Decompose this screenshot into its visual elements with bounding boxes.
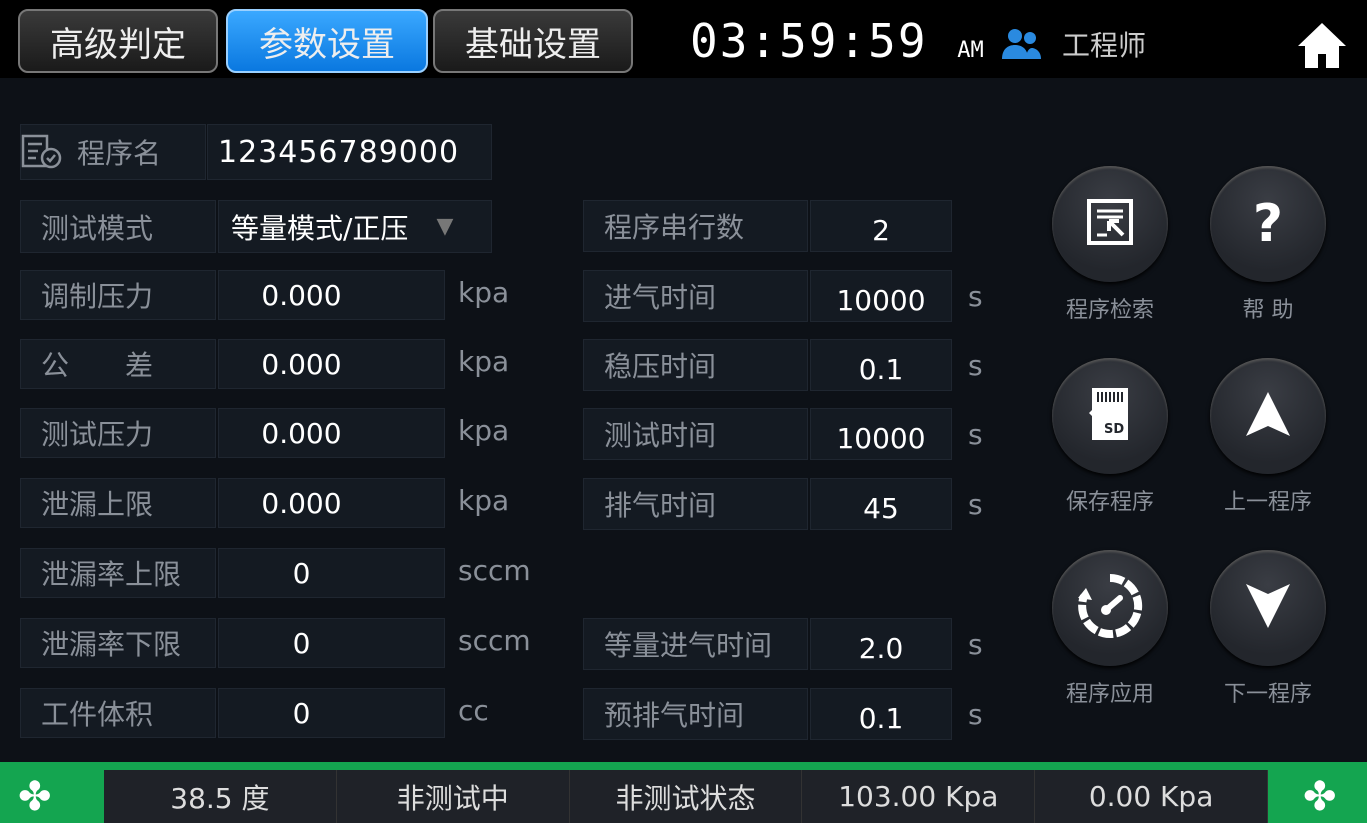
- field-label: 排气时间: [583, 478, 808, 530]
- field-input[interactable]: 0: [218, 548, 445, 598]
- field-unit: kpa: [458, 345, 510, 378]
- field-input[interactable]: 2: [810, 200, 952, 252]
- user-info: 工程师: [1002, 24, 1146, 64]
- button-label: 程序检索: [1065, 298, 1154, 323]
- arrow-up-icon: [1244, 390, 1292, 442]
- program-name-label: 程序名: [20, 124, 206, 180]
- program-label: 程序名: [77, 137, 162, 170]
- button-label: 程序应用: [1065, 682, 1154, 707]
- status-bar: ✤ 38.5 度非测试中 非测试状态 103.00 Kpa 0.00 Kpa ✤: [0, 762, 1367, 823]
- status-item: 0.00 Kpa: [1035, 770, 1268, 823]
- field-input[interactable]: 0.1: [810, 688, 952, 740]
- field-input[interactable]: 10000: [810, 270, 952, 322]
- clover-icon: ✤: [1303, 774, 1337, 820]
- field-unit: sccm: [458, 554, 531, 587]
- status-item: 非测试状态: [570, 770, 803, 823]
- field-input[interactable]: 0: [218, 688, 445, 738]
- sd-card-icon: SD: [1088, 386, 1132, 446]
- top-bar: 高级判定 参数设置 基础设置 03:59:59 AM 工程师: [0, 0, 1367, 78]
- field-unit: sccm: [458, 624, 531, 657]
- field-unit: kpa: [458, 484, 510, 517]
- clover-icon: ✤: [18, 774, 52, 820]
- arrow-down-icon: [1244, 582, 1292, 634]
- field-unit: s: [968, 349, 983, 382]
- field-input[interactable]: 0.000: [218, 478, 445, 528]
- dropdown-arrow-icon: ▼: [436, 214, 454, 239]
- arrow-down-button[interactable]: [1210, 550, 1326, 666]
- status-item: 103.00 Kpa: [802, 770, 1036, 823]
- field-unit: cc: [458, 694, 489, 727]
- users-icon: [1002, 29, 1041, 59]
- search-program-button[interactable]: [1052, 166, 1168, 282]
- field-label: 测试压力: [20, 408, 216, 458]
- field-input[interactable]: 0: [218, 618, 445, 668]
- field-label: 泄漏率下限: [20, 618, 216, 668]
- user-role: 工程师: [1062, 29, 1147, 62]
- apply-gauge-button[interactable]: [1052, 550, 1168, 666]
- field-unit: s: [968, 280, 983, 313]
- arrow-up-button[interactable]: [1210, 358, 1326, 474]
- field-label: 工件体积: [20, 688, 216, 738]
- field-input[interactable]: 0.000: [218, 270, 445, 320]
- tab-advanced-judgement[interactable]: 高级判定: [18, 9, 218, 73]
- svg-text:SD: SD: [1104, 422, 1124, 437]
- field-input[interactable]: 0.000: [218, 408, 445, 458]
- field-input[interactable]: 0.000: [218, 339, 445, 389]
- button-label: 保存程序: [1065, 490, 1154, 515]
- field-label: 程序串行数: [583, 200, 808, 252]
- button-label: 帮 助: [1242, 298, 1294, 323]
- checklist-icon: [21, 134, 62, 169]
- field-label: 等量进气时间: [583, 618, 808, 670]
- clock-ampm: AM: [957, 38, 984, 63]
- field-label: 预排气时间: [583, 688, 808, 740]
- field-unit: kpa: [458, 276, 510, 309]
- field-label: 进气时间: [583, 270, 808, 322]
- field-unit: s: [968, 698, 983, 731]
- field-label: 泄漏率上限: [20, 548, 216, 598]
- field-input[interactable]: 10000: [810, 408, 952, 460]
- status-item: 38.5 度: [104, 770, 337, 823]
- clock: 03:59:59 AM: [690, 14, 984, 68]
- home-icon[interactable]: [1296, 20, 1348, 70]
- button-label: 下一程序: [1223, 682, 1312, 707]
- tab-basic-settings[interactable]: 基础设置: [433, 9, 633, 73]
- field-input[interactable]: 2.0: [810, 618, 952, 670]
- field-unit: s: [968, 418, 983, 451]
- button-label: 上一程序: [1223, 490, 1312, 515]
- field-label: 测试时间: [583, 408, 808, 460]
- test-mode-label: 测试模式: [20, 200, 216, 253]
- clock-time: 03:59:59: [690, 14, 928, 68]
- help-button[interactable]: ?: [1210, 166, 1326, 282]
- search-program-icon: [1085, 197, 1135, 251]
- apply-gauge-icon: [1074, 570, 1146, 646]
- field-input[interactable]: 0.1: [810, 339, 952, 391]
- tab-parameter-settings[interactable]: 参数设置: [226, 9, 428, 73]
- field-unit: s: [968, 628, 983, 661]
- field-input[interactable]: 45: [810, 478, 952, 530]
- help-icon: ?: [1252, 194, 1284, 254]
- program-name-input[interactable]: 123456789000: [207, 124, 492, 180]
- field-label: 公 差: [20, 339, 216, 389]
- status-item: 非测试中: [337, 770, 570, 823]
- field-label: 泄漏上限: [20, 478, 216, 528]
- sd-card-button[interactable]: SD: [1052, 358, 1168, 474]
- field-unit: kpa: [458, 414, 510, 447]
- field-label: 调制压力: [20, 270, 216, 320]
- field-unit: s: [968, 488, 983, 521]
- test-mode-select[interactable]: 等量模式/正压 ▼: [218, 200, 492, 253]
- field-label: 稳压时间: [583, 339, 808, 391]
- test-mode-value: 等量模式/正压: [231, 211, 409, 245]
